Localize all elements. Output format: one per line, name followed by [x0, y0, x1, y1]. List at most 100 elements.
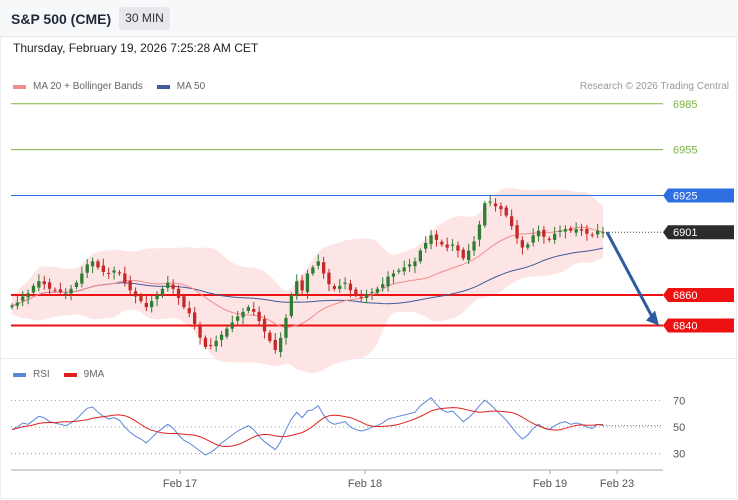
- candle-body: [461, 249, 465, 259]
- price-legend: MA 20 + Bollinger Bands MA 50: [13, 81, 219, 92]
- candle-body: [343, 282, 347, 284]
- candle-body: [123, 273, 127, 283]
- candle-body: [219, 334, 224, 340]
- candle-body: [348, 283, 353, 291]
- candle-body: [139, 295, 143, 302]
- candle-body: [42, 281, 46, 285]
- candle-body: [305, 273, 310, 293]
- candle-body: [370, 291, 374, 294]
- candle-body: [553, 233, 557, 240]
- panel-divider: [0, 358, 738, 359]
- candle-body: [386, 276, 390, 287]
- candle-body: [520, 240, 524, 248]
- candle-body: [15, 302, 19, 306]
- candle-body: [364, 294, 369, 298]
- candle-body: [359, 296, 363, 298]
- candle-body: [467, 250, 471, 261]
- candle-body: [85, 264, 89, 273]
- candle-body: [499, 206, 503, 210]
- candle-body: [284, 317, 288, 338]
- candle-body: [225, 328, 229, 337]
- timestamp: Thursday, February 19, 2026 7:25:28 AM C…: [13, 41, 259, 55]
- candle-body: [542, 229, 546, 237]
- candle-body: [450, 244, 455, 246]
- x-axis-tick-label: Feb 19: [533, 478, 567, 490]
- candle-body: [429, 235, 433, 244]
- candle-body: [230, 322, 234, 329]
- candle-body: [322, 262, 326, 274]
- chart-panel: [0, 36, 737, 499]
- candle-body: [203, 337, 208, 347]
- target-level-label: 6985: [673, 99, 697, 111]
- candle-body: [585, 228, 589, 234]
- candle-body: [26, 293, 30, 298]
- candle-body: [21, 296, 25, 301]
- candle-body: [354, 289, 358, 295]
- candle-body: [31, 285, 36, 293]
- candle-body: [107, 272, 111, 274]
- candle-body: [413, 261, 417, 267]
- rsi-tick-label: 70: [673, 395, 685, 407]
- candle-body: [236, 316, 240, 321]
- candle-body: [289, 294, 293, 316]
- candle-body: [402, 267, 406, 272]
- candle-body: [434, 234, 439, 240]
- candle-body: [311, 267, 315, 274]
- ma50-legend-label: MA 50: [176, 81, 206, 92]
- candle-body: [601, 232, 605, 234]
- candle-body: [58, 289, 62, 292]
- candle-body: [74, 282, 79, 287]
- candle-body: [590, 234, 594, 236]
- candle-body: [332, 286, 336, 289]
- candle-body: [424, 242, 428, 249]
- candle-body: [477, 224, 482, 240]
- copyright-text: Research © 2026 Trading Central: [579, 81, 729, 92]
- candle-body: [198, 325, 202, 338]
- support-level-tag: [663, 287, 734, 302]
- rsi-ma-legend-label: 9MA: [83, 369, 105, 380]
- support-level-tag: [663, 318, 734, 333]
- instrument-name: S&P 500 (CME): [11, 11, 112, 27]
- candle-body: [262, 319, 267, 332]
- candle-body: [144, 302, 148, 308]
- candle-body: [112, 270, 116, 273]
- candle-body: [160, 288, 165, 296]
- candle-body: [579, 229, 584, 231]
- target-level-label: 6955: [673, 145, 697, 157]
- candle-body: [547, 238, 551, 240]
- candle-body: [214, 340, 218, 347]
- candle-body: [150, 301, 154, 308]
- rsi-legend: RSI 9MA: [13, 369, 118, 380]
- support-level-label: 6840: [673, 321, 697, 333]
- candle-body: [407, 264, 412, 267]
- candle-body: [440, 241, 444, 245]
- last-price-level-tag: [663, 225, 734, 240]
- timeframe-button[interactable]: 30 MIN: [119, 7, 170, 30]
- candle-body: [338, 285, 342, 289]
- rsi-ma-swatch: [63, 372, 77, 377]
- candle-body: [445, 244, 449, 248]
- candle-body: [96, 261, 100, 268]
- pivot-level-label: 6925: [673, 191, 697, 203]
- candle-body: [117, 272, 122, 274]
- ma20-swatch: [13, 84, 26, 89]
- candle-body: [596, 230, 600, 235]
- candle-body: [182, 296, 186, 308]
- candle-body: [510, 216, 514, 227]
- candle-body: [488, 201, 492, 203]
- candle-body: [381, 284, 385, 288]
- candle-body: [375, 288, 379, 293]
- candle-body: [155, 294, 159, 300]
- candle-body: [80, 273, 84, 284]
- candle-body: [483, 203, 487, 226]
- candle-body: [316, 261, 320, 266]
- candle-body: [10, 305, 14, 308]
- ma50-swatch: [156, 84, 170, 89]
- rsi-tick-label: 50: [673, 422, 685, 434]
- candle-body: [101, 265, 105, 272]
- ma20-line: [11, 226, 604, 328]
- candle-body: [279, 337, 283, 352]
- candle-body: [209, 345, 213, 347]
- candle-body: [504, 207, 508, 216]
